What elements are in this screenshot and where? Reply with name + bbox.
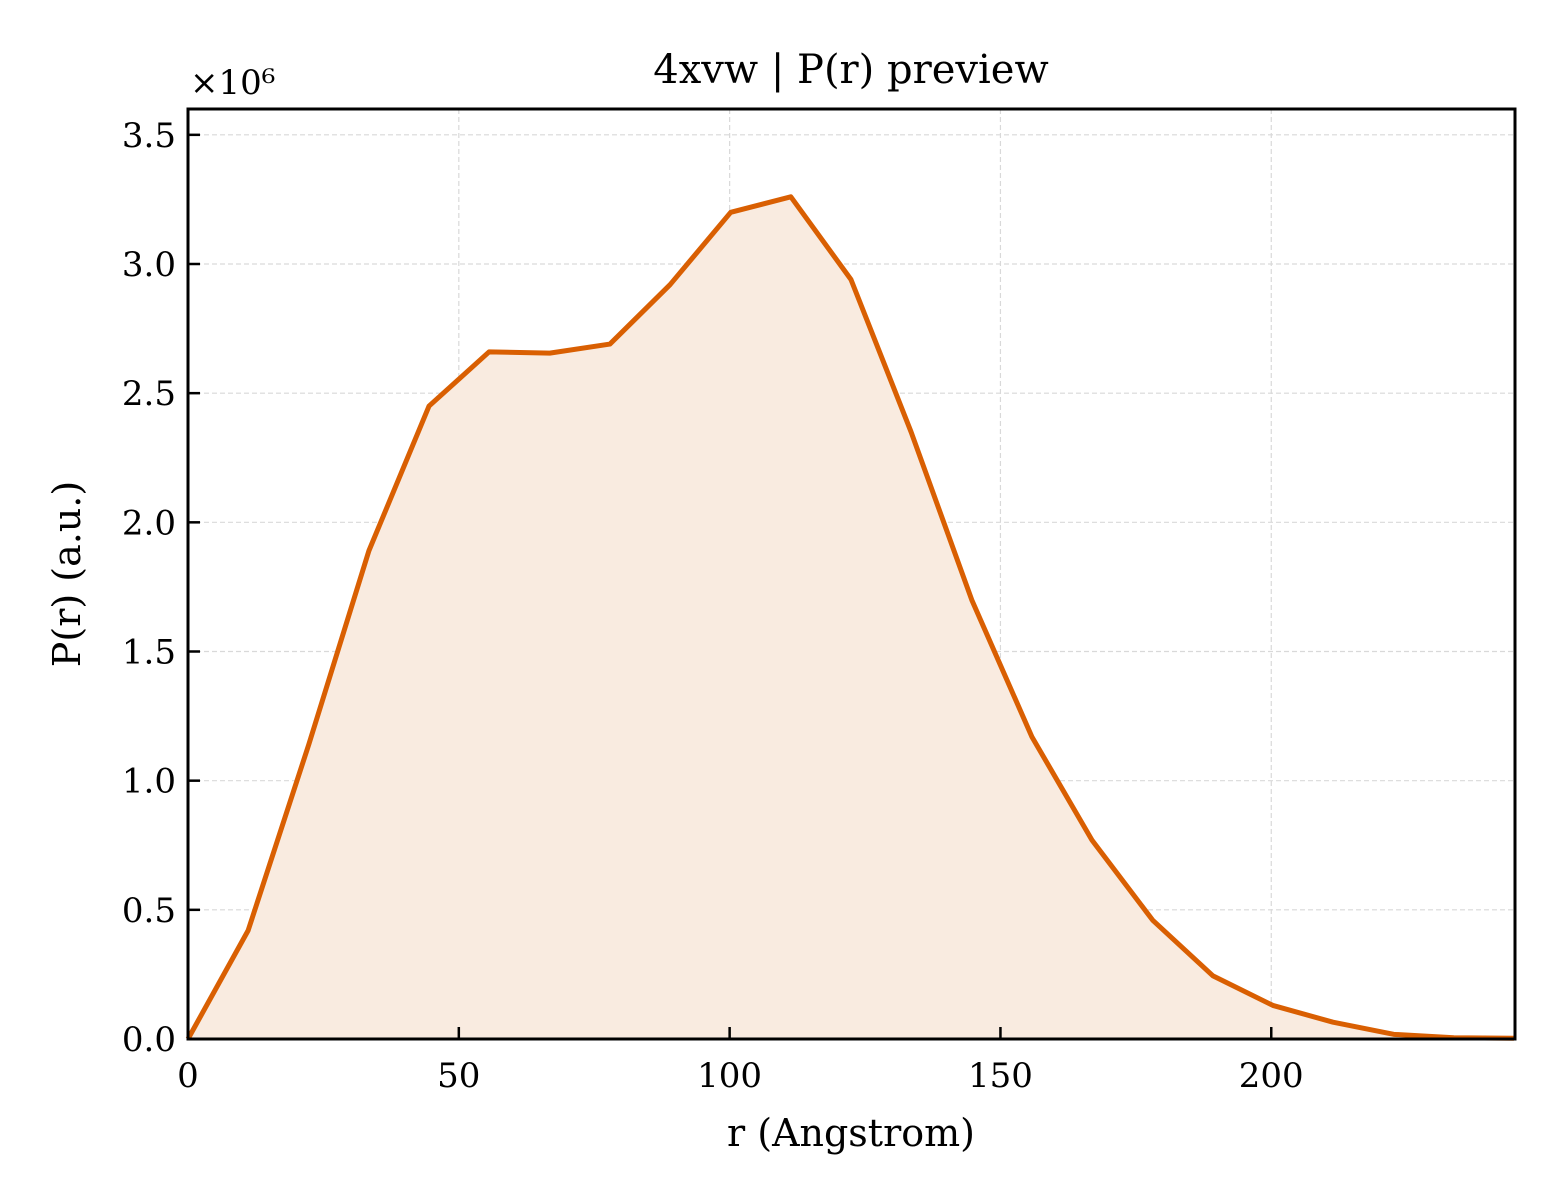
y-tick-label: 3.0 — [122, 245, 176, 285]
y-tick-label: 2.5 — [122, 374, 176, 414]
area-fill — [188, 196, 1514, 1039]
chart-title: 4xvw | P(r) preview — [653, 47, 1048, 93]
x-tick-label: 150 — [968, 1056, 1033, 1096]
y-axis-label: P(r) (a.u.) — [45, 481, 89, 667]
x-tick-label: 100 — [697, 1056, 762, 1096]
x-tick-label: 50 — [437, 1056, 480, 1096]
y-offset-label: ×10⁶ — [190, 63, 275, 103]
y-tick-labels: 0.0 0.5 1.0 1.5 2.0 2.5 3.0 3.5 — [122, 116, 176, 1060]
x-axis-label: r (Angstrom) — [727, 1111, 975, 1155]
y-tick-label: 1.5 — [122, 633, 176, 673]
x-tick-label: 200 — [1239, 1056, 1304, 1096]
y-tick-label: 3.5 — [122, 116, 176, 156]
x-tick-label: 0 — [177, 1056, 199, 1096]
y-tick-label: 0.0 — [122, 1020, 176, 1060]
y-tick-label: 1.0 — [122, 762, 176, 802]
y-tick-label: 2.0 — [122, 503, 176, 543]
series-line — [185, 194, 1514, 1041]
x-tick-labels: 0 50 100 150 200 — [177, 1056, 1304, 1096]
axes-frame — [186, 107, 1517, 1041]
y-tick-label: 0.5 — [122, 891, 176, 931]
